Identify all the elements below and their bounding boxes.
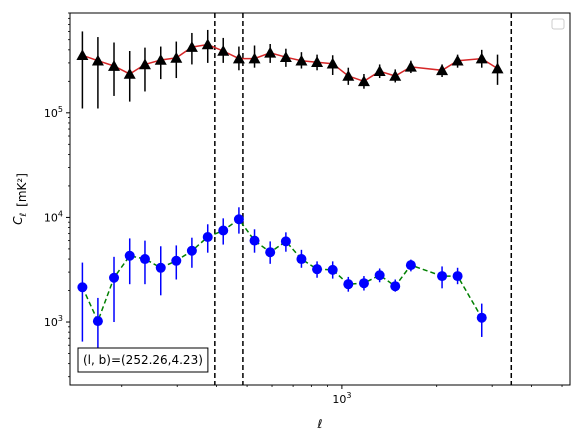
circle-marker — [249, 235, 260, 246]
triangle-marker — [436, 64, 449, 76]
circle-marker — [218, 225, 229, 236]
triangle-marker — [201, 38, 214, 50]
error-bars-layer — [81, 29, 499, 364]
axis-ticks-layer: 103 104 105 103 — [44, 12, 563, 406]
circle-marker — [452, 271, 463, 282]
triangle-marker — [108, 60, 121, 71]
triangle-marker — [154, 53, 167, 65]
circle-marker — [476, 312, 487, 323]
circle-marker — [202, 231, 213, 242]
y-tick-label: 105 — [44, 105, 63, 120]
triangle-marker — [76, 49, 89, 61]
circle-marker — [327, 264, 338, 275]
circle-marker — [312, 264, 323, 275]
y-axis-label: Cℓ [mK²] — [11, 173, 29, 225]
y-axis-label-unit: [mK²] — [15, 173, 29, 207]
circle-marker — [390, 281, 401, 292]
circle-marker — [77, 282, 88, 293]
circle-marker — [374, 270, 385, 281]
legend-box — [551, 18, 565, 30]
triangle-marker — [264, 46, 277, 58]
triangle-marker — [389, 69, 402, 81]
triangle-marker — [91, 54, 104, 66]
triangle-marker — [123, 68, 136, 79]
circle-marker — [233, 214, 244, 225]
circle-marker — [343, 279, 354, 290]
circle-marker — [92, 316, 103, 327]
y-tick-label: 104 — [44, 209, 63, 224]
annotation-text: (l, b)=(252.26,4.23) — [83, 353, 203, 367]
triangle-marker — [373, 65, 386, 76]
circle-marker — [437, 271, 448, 282]
circle-marker — [139, 254, 150, 265]
series-2-line — [81, 218, 483, 324]
triangle-marker — [217, 44, 230, 56]
triangle-marker — [404, 60, 417, 72]
y-axis-label-symbol: C — [11, 216, 25, 225]
circle-marker — [265, 247, 276, 258]
triangle-marker — [138, 58, 151, 70]
triangle-marker — [170, 51, 183, 63]
triangle-marker — [342, 69, 355, 81]
x-tick-label: 103 — [332, 391, 351, 406]
triangle-marker — [357, 75, 370, 87]
annotation-box — [77, 347, 209, 373]
circle-marker — [280, 236, 291, 247]
coordinate-annotation: (l, b)=(252.26,4.23) — [77, 347, 209, 373]
triangle-marker — [475, 52, 488, 64]
triangle-marker — [491, 62, 504, 74]
circle-marker — [186, 245, 197, 256]
circle-marker — [296, 254, 307, 265]
circle-marker — [358, 278, 369, 289]
triangle-marker — [451, 54, 464, 66]
vertical-lines-layer — [214, 13, 513, 385]
circle-marker — [171, 255, 182, 266]
circle-marker — [405, 260, 416, 271]
triangle-marker — [185, 41, 198, 52]
y-tick-label: 103 — [44, 314, 63, 329]
circle-marker — [124, 250, 135, 261]
triangle-marker — [248, 52, 261, 64]
triangle-marker — [326, 57, 339, 69]
markers-layer — [76, 38, 504, 327]
y-axis-label-subscript: ℓ — [19, 213, 29, 218]
circle-marker — [109, 272, 120, 283]
x-axis-label: ℓ — [317, 417, 323, 431]
triangle-marker — [232, 52, 245, 64]
triangle-marker — [279, 51, 292, 63]
triangle-marker — [295, 54, 308, 66]
plot-area-frame — [69, 12, 571, 386]
circle-marker — [155, 262, 166, 273]
triangle-marker — [311, 56, 324, 67]
